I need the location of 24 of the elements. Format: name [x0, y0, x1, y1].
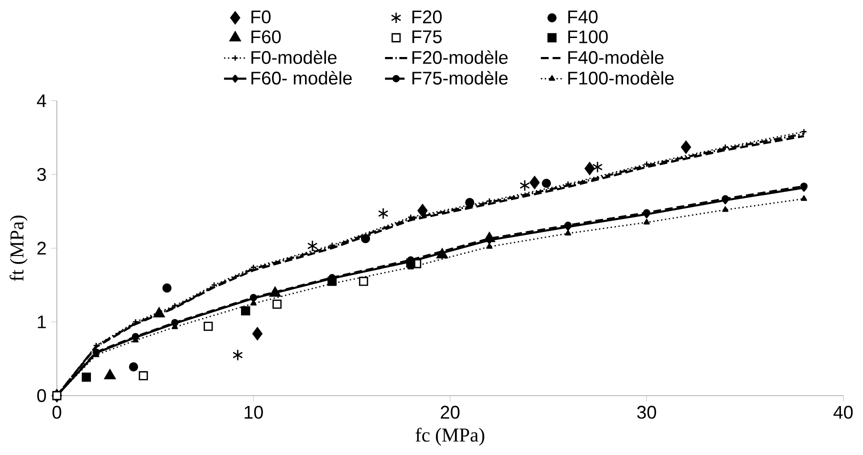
legend-label: F75: [412, 30, 442, 44]
legend-label: F60: [251, 30, 281, 44]
x-tick-label: 20: [440, 406, 460, 419]
x-axis-title: fc (MPa): [416, 428, 484, 446]
legend-label: F75-modèle: [412, 70, 508, 84]
legend-label: F20: [412, 10, 442, 24]
legend-label: F100-modèle: [568, 70, 674, 84]
x-tick-label: 30: [637, 406, 656, 419]
legend-label: F40: [568, 10, 598, 24]
legend-label: F40-modèle: [568, 50, 664, 64]
legend-label: F0-modèle: [251, 50, 337, 64]
x-tick-label: 0: [52, 406, 62, 419]
x-tick-label: 40: [833, 406, 853, 419]
legend-label: F20-modèle: [412, 50, 508, 64]
legend-label: F60- modèle: [251, 70, 352, 84]
y-tick-label: 3: [37, 168, 46, 181]
x-tick-label: 10: [244, 406, 263, 419]
legend-label: F0: [251, 10, 271, 24]
y-tick-label: 2: [37, 242, 46, 254]
y-tick-label: 4: [36, 94, 46, 107]
legend-label: F100: [568, 30, 608, 44]
y-axis-title: ft (MPa): [10, 215, 28, 281]
y-tick-label: 1: [38, 315, 46, 328]
y-tick-label: 0: [37, 389, 46, 402]
